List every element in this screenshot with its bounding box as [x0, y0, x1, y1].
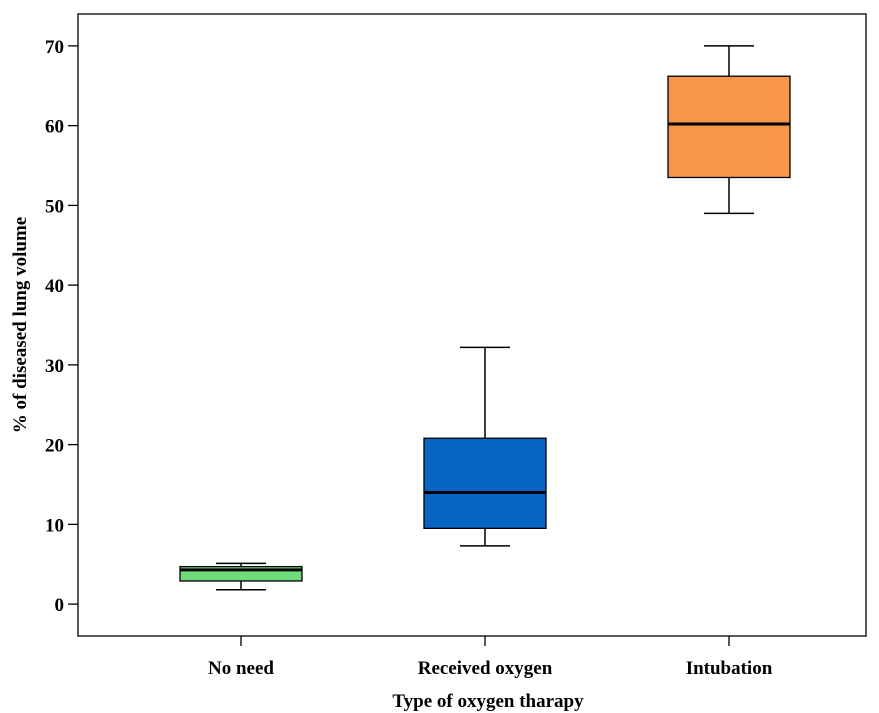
- plot-border: [77, 13, 867, 637]
- y-axis: 0 10 20 30 40 50 60 70: [45, 37, 78, 616]
- box-received-oxygen: [423, 346, 547, 547]
- iqr-box: [423, 437, 547, 529]
- y-tick-label: 30: [45, 356, 64, 377]
- y-tick-label: 70: [45, 37, 64, 58]
- y-axis-title: % of diseased lung volume: [10, 217, 31, 433]
- y-tick-label: 40: [45, 276, 64, 297]
- y-tick-label: 20: [45, 436, 64, 457]
- plot-frame: [77, 13, 867, 637]
- boxes: [179, 45, 791, 591]
- y-tick-label: 60: [45, 117, 64, 138]
- box-no-need: [179, 562, 303, 591]
- y-tick-label: 0: [55, 595, 65, 616]
- x-tick-label: No need: [208, 658, 274, 679]
- x-tick-label: Intubation: [686, 658, 773, 679]
- iqr-box: [667, 75, 791, 179]
- x-axis: No need Received oxygen Intubation: [208, 636, 773, 679]
- y-tick-label: 10: [45, 515, 64, 536]
- x-tick-label: Received oxygen: [418, 658, 553, 679]
- y-tick-label: 50: [45, 196, 64, 217]
- box-intubation: [667, 45, 791, 215]
- x-axis-title: Type of oxygen tharapy: [392, 691, 584, 712]
